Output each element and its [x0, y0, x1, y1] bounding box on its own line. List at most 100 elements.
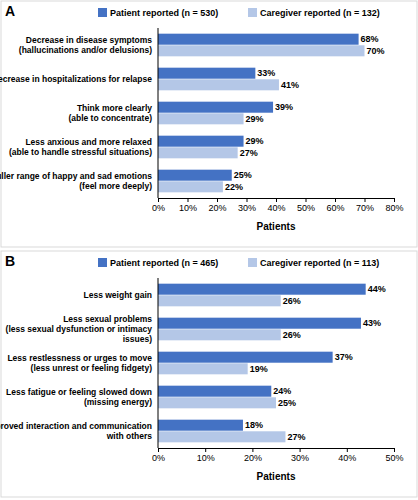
legend-swatch [98, 8, 107, 17]
data-label: 68% [361, 34, 379, 44]
tick-mark [306, 198, 307, 202]
tick: 40% [267, 198, 285, 213]
category-label-line: Decrease in hospitalizations for relapse [0, 74, 152, 84]
legend-swatch [248, 8, 257, 17]
tick-mark [247, 198, 248, 202]
bar [158, 113, 244, 124]
category-label: Less restlessness or urges to move(less … [7, 353, 152, 373]
category-label: Think more clearly(able to concentrate) [68, 103, 152, 123]
legend-item: Caregiver reported (n = 113) [248, 258, 379, 268]
bar [158, 34, 359, 45]
panel-frame [1, 1, 417, 247]
tick-label: 80% [385, 203, 403, 213]
tick-label: 20% [244, 453, 262, 463]
panel-title: A [5, 3, 15, 19]
data-label: 44% [368, 284, 386, 294]
tick: 30% [291, 448, 309, 463]
bar [158, 102, 273, 113]
tick: 40% [338, 448, 356, 463]
data-label: 22% [225, 182, 243, 192]
tick-mark [252, 448, 253, 452]
category-label-line: Less weight gain [84, 290, 153, 300]
x-axis: 0% 10% 20% 30% 40% 50% 60% 70% 80% [152, 198, 404, 213]
bar [158, 79, 279, 90]
legend-label: Caregiver reported (n = 113) [260, 258, 379, 268]
category-label-line: issues) [123, 334, 152, 344]
tick: 60% [326, 198, 344, 213]
legend-label: Patient reported (n = 530) [110, 8, 218, 18]
category-label: Less weight gain [84, 290, 153, 300]
tick-label: 0% [152, 453, 165, 463]
panel: B44%43%37%24%18%26%26%19%25%27%Less weig… [0, 251, 417, 497]
data-label: 26% [283, 330, 301, 340]
tick-label: 0% [152, 203, 165, 213]
tick-mark [158, 448, 159, 452]
tick: 50% [385, 448, 403, 463]
legend-label: Patient reported (n = 465) [110, 258, 218, 268]
category-label: Decrease in hospitalizations for relapse [0, 74, 152, 84]
tick: 50% [297, 198, 315, 213]
tick-label: 40% [338, 453, 356, 463]
legend-item: Caregiver reported (n = 132) [248, 8, 380, 18]
category-label: Improved interaction and communicationwi… [0, 421, 152, 441]
category-label-line: (able to concentrate) [68, 113, 152, 123]
category-label-line: Fuller range of happy and sad emotions [0, 171, 152, 181]
data-label: 41% [281, 80, 299, 90]
tick: 20% [208, 198, 226, 213]
category-label-line: (hallucinations and/or delusions) [19, 45, 152, 55]
category-labels: Decrease in disease symptoms(hallucinati… [0, 35, 152, 191]
tick-mark [394, 198, 395, 202]
category-label: Decrease in disease symptoms(hallucinati… [19, 35, 152, 55]
bar [158, 181, 223, 192]
tick-label: 10% [179, 203, 197, 213]
category-label-line: (able to handle stressful situations) [9, 147, 152, 157]
category-label-line: (less sexual dysfunction or intimacy [6, 324, 153, 334]
bars [158, 34, 365, 193]
axis-line [159, 448, 395, 449]
data-label: 33% [257, 68, 275, 78]
tick-label: 20% [208, 203, 226, 213]
panel-frame [1, 251, 417, 497]
bar [158, 363, 248, 374]
data-label: 29% [246, 136, 264, 146]
data-label: 29% [246, 114, 264, 124]
tick-mark [365, 198, 366, 202]
tick-label: 50% [297, 203, 315, 213]
tick-label: 60% [326, 203, 344, 213]
category-label-line: Less anxious and more relaxed [25, 137, 152, 147]
bar [158, 431, 285, 442]
panel: A68%33%39%29%25%70%41%29%27%22%Decrease … [0, 1, 417, 247]
data-label: 39% [275, 102, 293, 112]
x-axis-title: Patients [257, 471, 296, 482]
legend-swatch [98, 258, 107, 267]
data-label: 18% [245, 420, 263, 430]
legend-item: Patient reported (n = 465) [98, 258, 218, 268]
category-label-line: (missing energy) [84, 397, 152, 407]
legend-swatch [248, 258, 257, 267]
data-label: 43% [363, 318, 381, 328]
category-label-line: Improved interaction and communication [0, 421, 152, 431]
category-label-line: Less sexual problems [63, 314, 152, 324]
bar [158, 318, 361, 329]
category-label: Fuller range of happy and sad emotions(f… [0, 171, 152, 191]
data-label: 37% [335, 352, 353, 362]
category-label-line: (less unrest or feeling fidgety) [31, 363, 153, 373]
legend-label: Caregiver reported (n = 132) [260, 8, 380, 18]
tick: 30% [238, 198, 256, 213]
category-label: Less sexual problems(less sexual dysfunc… [6, 314, 153, 344]
legend: Patient reported (n = 465) Caregiver repo… [98, 258, 379, 268]
tick: 20% [244, 448, 262, 463]
tick-label: 30% [291, 453, 309, 463]
tick-label: 70% [356, 203, 374, 213]
bar [158, 45, 365, 56]
tick-mark [188, 198, 189, 202]
figure: A68%33%39%29%25%70%41%29%27%22%Decrease … [0, 0, 418, 500]
category-labels: Less weight gainLess sexual problems(les… [0, 290, 152, 441]
tick-label: 10% [197, 453, 215, 463]
tick-mark [158, 198, 159, 202]
bar [158, 68, 255, 79]
bars [158, 284, 366, 443]
category-label-line: (feel more deeply) [79, 181, 152, 191]
category-label-line: with others [106, 431, 153, 441]
category-label-line: Think more clearly [77, 103, 152, 113]
